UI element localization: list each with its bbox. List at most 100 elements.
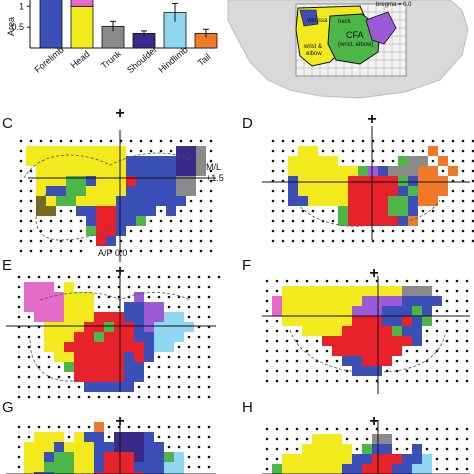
no-response-dot	[29, 199, 33, 203]
no-response-dot	[405, 437, 409, 441]
map-cell	[432, 296, 442, 306]
map-cell	[44, 472, 54, 474]
no-response-dot	[57, 285, 61, 289]
map-cell	[308, 186, 318, 196]
map-cell	[338, 176, 348, 186]
map-cell	[124, 432, 134, 442]
no-response-dot	[455, 349, 459, 353]
map-cell	[44, 332, 54, 342]
no-response-dot	[17, 375, 21, 379]
no-response-dot	[351, 239, 355, 243]
map-cell	[372, 434, 382, 444]
map-cell	[412, 316, 422, 326]
map-cell	[352, 336, 362, 346]
no-response-dot	[331, 239, 335, 243]
no-response-dot	[209, 209, 213, 213]
no-response-dot	[147, 365, 151, 369]
no-response-dot	[19, 159, 23, 163]
no-response-dot	[391, 239, 395, 243]
no-response-dot	[281, 139, 285, 143]
no-response-dot	[37, 365, 41, 369]
map-cell	[156, 196, 166, 206]
map-cell	[96, 176, 106, 186]
panel-letter-c: C	[2, 115, 13, 132]
no-response-dot	[27, 375, 31, 379]
no-response-dot	[17, 385, 21, 389]
no-response-dot	[275, 329, 279, 333]
map-cell	[332, 306, 342, 316]
map-cell	[74, 342, 84, 352]
no-response-dot	[59, 209, 63, 213]
map-cell	[116, 196, 126, 206]
no-response-dot	[157, 435, 161, 439]
map-cell	[34, 302, 44, 312]
no-response-dot	[455, 447, 459, 451]
map-cell	[56, 176, 66, 186]
map-cell	[134, 302, 144, 312]
no-response-dot	[19, 199, 23, 203]
map-cell	[136, 176, 146, 186]
no-response-dot	[355, 437, 359, 441]
map-cell	[338, 206, 348, 216]
no-response-dot	[67, 275, 71, 279]
no-response-dot	[441, 229, 445, 233]
no-response-dot	[445, 369, 449, 373]
map-cell	[288, 176, 298, 186]
brain-green-region	[327, 13, 381, 65]
no-response-dot	[385, 427, 389, 431]
map-cell	[196, 156, 206, 166]
no-response-dot	[465, 447, 469, 451]
no-response-dot	[315, 349, 319, 353]
map-cell	[54, 442, 64, 452]
no-response-dot	[291, 219, 295, 223]
no-response-dot	[365, 379, 369, 383]
no-response-dot	[471, 239, 474, 243]
no-response-dot	[137, 285, 141, 289]
no-response-dot	[29, 219, 33, 223]
no-response-dot	[321, 139, 325, 143]
map-cell	[144, 442, 154, 452]
map-cell	[338, 166, 348, 176]
map-cell	[134, 462, 144, 472]
no-response-dot	[415, 279, 419, 283]
map-cell	[156, 176, 166, 186]
no-response-dot	[305, 339, 309, 343]
map-cell	[106, 146, 116, 156]
no-response-dot	[147, 375, 151, 379]
no-response-dot	[325, 359, 329, 363]
no-response-dot	[177, 365, 181, 369]
no-response-dot	[311, 139, 315, 143]
map-cell	[402, 454, 412, 464]
no-response-dot	[167, 285, 171, 289]
map-cell	[312, 444, 322, 454]
no-response-dot	[77, 285, 81, 289]
no-response-dot	[425, 349, 429, 353]
map-cell	[362, 346, 372, 356]
map-cell	[114, 352, 124, 362]
no-response-dot	[67, 435, 71, 439]
no-response-dot	[311, 209, 315, 213]
map-cell	[34, 282, 44, 292]
no-response-dot	[451, 239, 455, 243]
no-response-dot	[295, 329, 299, 333]
map-cell	[144, 462, 154, 472]
no-response-dot	[425, 359, 429, 363]
map-cell	[164, 312, 174, 322]
no-response-dot	[395, 379, 399, 383]
no-response-dot	[57, 375, 61, 379]
no-response-dot	[209, 249, 213, 253]
map-cell	[86, 186, 96, 196]
map-cell	[174, 332, 184, 342]
map-cell	[318, 176, 328, 186]
map-cell	[312, 454, 322, 464]
no-response-dot	[169, 229, 173, 233]
map-cell	[186, 186, 196, 196]
no-response-dot	[177, 295, 181, 299]
map-cell	[412, 464, 422, 474]
map-cell	[332, 336, 342, 346]
no-response-dot	[365, 427, 369, 431]
map-cell	[116, 176, 126, 186]
no-response-dot	[281, 169, 285, 173]
map-cell	[144, 332, 154, 342]
map-cell	[332, 464, 342, 474]
